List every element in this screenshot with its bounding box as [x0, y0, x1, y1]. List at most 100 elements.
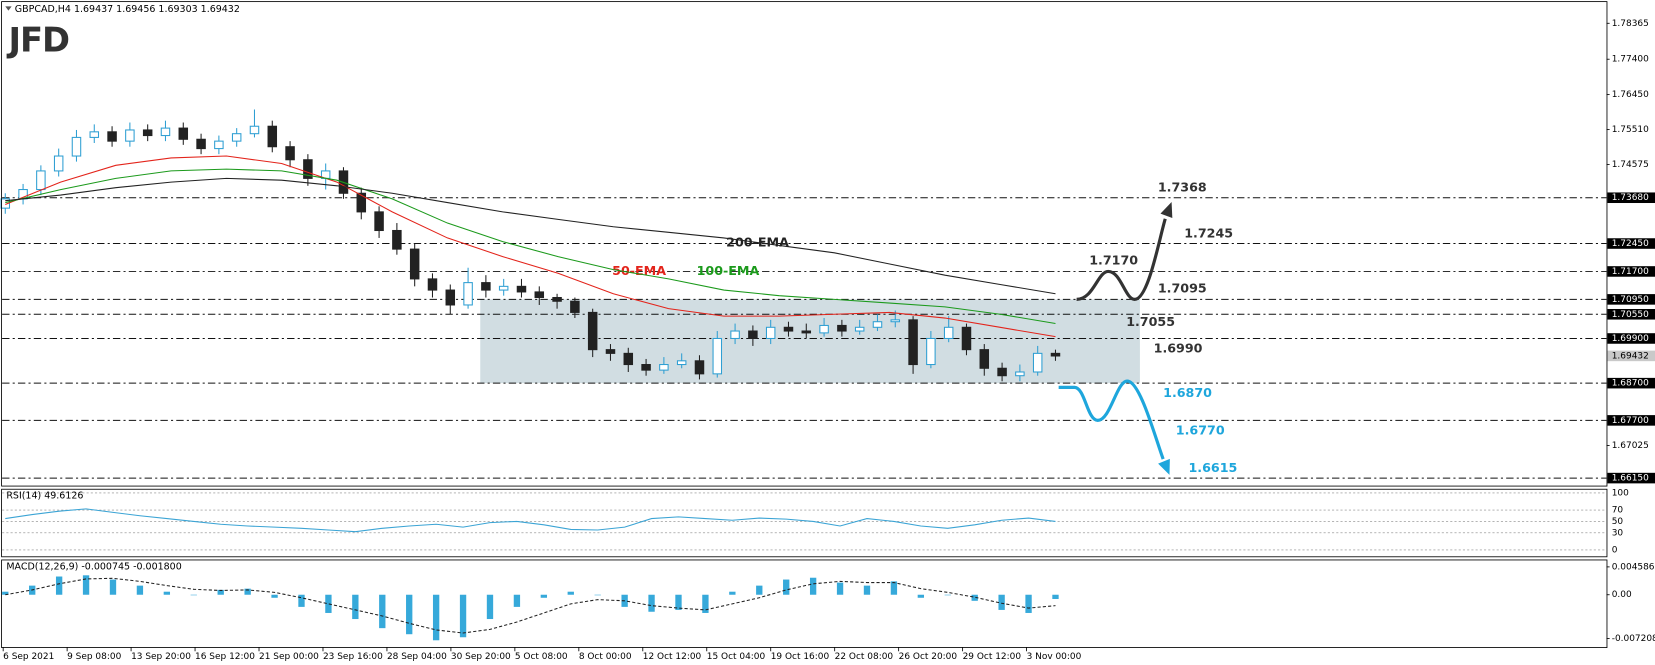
rsi-header: RSI(14) 49.6126	[6, 491, 83, 502]
candle-body	[730, 330, 740, 340]
macd-bar	[675, 594, 682, 610]
candle-body	[801, 330, 812, 334]
y-tick-label: 1.75510	[1612, 125, 1649, 135]
candle-body	[196, 138, 206, 150]
candle-body	[837, 324, 847, 332]
macd-bar	[729, 591, 736, 595]
macd-tick-label: 0.00	[1612, 590, 1632, 600]
candle-body	[1032, 352, 1043, 373]
candle-body	[872, 321, 883, 328]
candle-body	[231, 133, 242, 142]
y-tick-label: 1.67025	[1612, 441, 1649, 451]
candle-body	[765, 326, 776, 340]
level-axis-label: 1.68700	[1612, 379, 1649, 389]
level-note: 1.7170	[1089, 252, 1138, 267]
macd-bar	[432, 594, 440, 641]
candle-body	[694, 360, 705, 375]
x-tick-label: 28 Sep 04:00	[387, 652, 447, 662]
last-price-box	[1607, 350, 1655, 362]
macd-bar	[648, 594, 655, 612]
macd-header: MACD(12,26,9) -0.000745 -0.001800	[6, 561, 181, 572]
macd-bar	[82, 575, 90, 595]
macd-bar	[863, 585, 871, 595]
signal-line	[5, 577, 1056, 634]
x-tick-label: 26 Oct 20:00	[899, 652, 958, 662]
level-axis-box	[1607, 266, 1655, 277]
candle-body	[356, 192, 367, 213]
macd-bar	[55, 576, 63, 595]
candle-body	[1015, 371, 1025, 377]
candle-body	[570, 300, 580, 313]
level-axis-box	[1607, 415, 1655, 426]
x-tick-label: 3 Nov 00:00	[1027, 652, 1082, 662]
price-pane-frame	[1, 1, 1608, 487]
rsi-line	[5, 508, 1056, 533]
ema-line	[5, 155, 1056, 338]
x-tick-label: 23 Sep 16:00	[323, 652, 383, 662]
level-axis-label: 1.67700	[1612, 416, 1649, 426]
level-axis-box	[1607, 333, 1655, 344]
candle-body	[641, 364, 651, 371]
level-axis-label: 1.66150	[1612, 474, 1649, 484]
level-axis-box	[1607, 238, 1655, 249]
candle-body	[534, 291, 545, 299]
candle-body	[943, 326, 954, 340]
candle-body	[908, 319, 918, 366]
rsi-tick-label: 30	[1612, 528, 1624, 538]
header-icon	[5, 6, 12, 11]
ema-line	[5, 168, 1056, 325]
level-note: 1.6990	[1154, 341, 1203, 356]
x-tick-label: 12 Oct 12:00	[643, 652, 702, 662]
macd-bar	[1025, 594, 1032, 613]
macd-bar	[809, 577, 817, 595]
level-note: 1.7368	[1158, 180, 1207, 195]
rsi-pane-frame	[1, 488, 1608, 558]
level-axis-box	[1607, 377, 1655, 389]
candle-body	[214, 140, 224, 150]
macd-bar	[271, 594, 278, 598]
bearish-scenario	[1058, 379, 1165, 460]
level-axis-label: 1.70950	[1612, 295, 1649, 305]
candle-body	[178, 127, 189, 140]
level-note: 1.6870	[1163, 385, 1212, 400]
macd-bar	[1052, 594, 1059, 599]
x-tick-label: 21 Sep 00:00	[259, 652, 319, 662]
y-tick-label: 1.74575	[1612, 160, 1649, 170]
candle-body	[267, 125, 278, 148]
ema-line	[5, 177, 1056, 295]
x-tick-label: 15 Oct 04:00	[707, 652, 766, 662]
candle-body	[125, 129, 135, 142]
macd-bar	[513, 594, 521, 607]
macd-bar	[836, 582, 844, 595]
candle-body	[427, 278, 438, 291]
candle-body	[0, 198, 11, 209]
scenario-arrowhead	[1158, 458, 1170, 475]
candle-body	[961, 326, 972, 351]
level-axis-box	[1607, 294, 1655, 305]
last-price-label: 1.69432	[1612, 351, 1649, 361]
level-note: 1.7095	[1158, 280, 1207, 295]
x-tick-label: 9 Sep 08:00	[67, 652, 121, 662]
candle-body	[605, 349, 616, 354]
candle-body	[303, 159, 313, 179]
y-tick-label: 1.77400	[1612, 55, 1649, 65]
macd-bar	[217, 589, 224, 595]
candle-body	[997, 367, 1007, 377]
ema-label: 200-EMA	[726, 234, 789, 249]
candle-body	[676, 360, 687, 366]
scenario-arrowhead	[1160, 201, 1173, 219]
candle-body	[587, 311, 598, 351]
macd-bar	[163, 591, 171, 595]
macd-bar	[890, 581, 898, 595]
candle-body	[712, 337, 723, 375]
macd-bar	[459, 594, 467, 638]
macd-bar	[406, 594, 413, 635]
candle-body	[498, 285, 509, 291]
macd-bar	[109, 579, 117, 595]
candle-body	[659, 364, 669, 371]
x-tick-label: 29 Oct 12:00	[963, 652, 1022, 662]
x-tick-label: 19 Oct 16:00	[771, 652, 830, 662]
macd-pane-frame	[1, 559, 1608, 648]
macd-bar	[783, 579, 790, 595]
macd-bar	[298, 594, 305, 607]
